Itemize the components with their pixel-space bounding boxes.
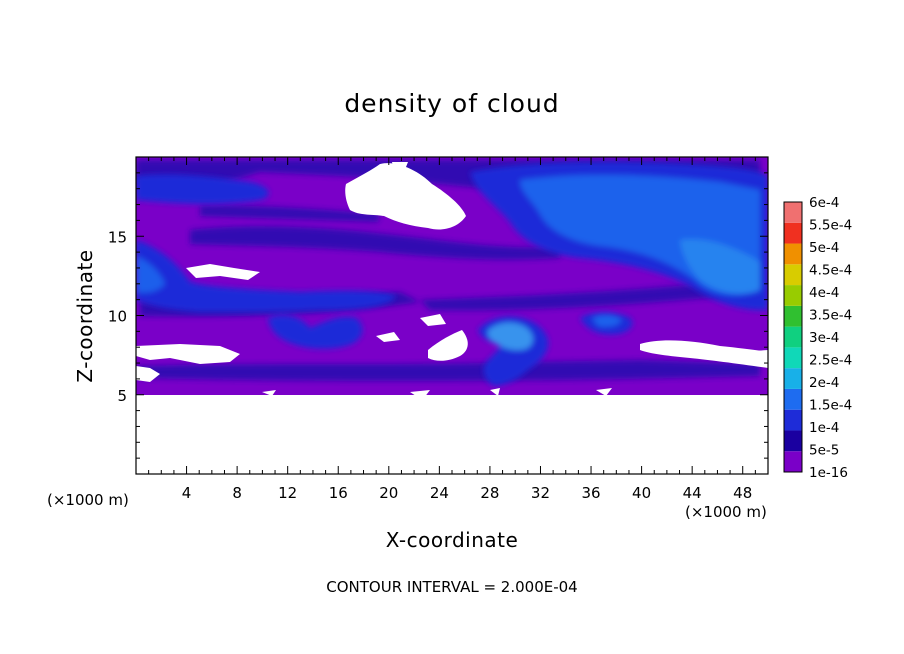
- colorbar-labels: 1e-16 5e-5 1e-4 1.5e-4 2e-4 2.5e-4 3e-4 3.5e-4 4…: [809, 195, 852, 481]
- x-tick-label: 40: [632, 484, 651, 502]
- colorbar-swatch: [784, 409, 802, 431]
- chart-title: density of cloud: [344, 89, 559, 118]
- colorbar-swatch: [784, 430, 802, 452]
- colorbar-label: 4.5e-4: [809, 263, 852, 279]
- colorbar-swatch: [784, 305, 802, 327]
- colorbar-label: 2.5e-4: [809, 353, 852, 369]
- blue-cloud-masses: [136, 162, 768, 386]
- colorbar-swatch: [784, 202, 802, 223]
- x-tick-label: 16: [329, 484, 348, 502]
- colorbar-label: 5e-4: [809, 240, 839, 256]
- y-axis-label: Z-coordinate: [73, 249, 97, 382]
- colorbar-label: 1e-16: [809, 465, 848, 481]
- colorbar-frame: [783, 201, 803, 473]
- colorbar-swatch: [784, 451, 802, 472]
- colorbar-label: 3.5e-4: [809, 308, 852, 324]
- colorbar-swatch: [784, 243, 802, 265]
- plot-area: [136, 157, 768, 474]
- y-tick-labels: 5 10 15: [108, 228, 127, 405]
- x-tick-label: 12: [278, 484, 297, 502]
- y-tick-marks: [136, 172, 768, 459]
- x-unit-label: (×1000 m): [685, 503, 767, 521]
- x-tick-label: 28: [480, 484, 499, 502]
- colorbar-label: 6e-4: [809, 195, 839, 211]
- y-tick-label: 5: [117, 387, 127, 405]
- y-tick-label: 15: [108, 228, 127, 246]
- y-unit-label: (×1000 m): [47, 491, 129, 509]
- x-tick-label: 4: [182, 484, 192, 502]
- x-tick-label: 32: [531, 484, 550, 502]
- colorbar-swatch: [784, 326, 802, 348]
- colorbar-label: 1e-4: [809, 420, 839, 436]
- x-tick-label: 44: [683, 484, 702, 502]
- colorbar-swatch: [784, 388, 802, 410]
- x-tick-label: 48: [733, 484, 752, 502]
- colorbar-label: 2e-4: [809, 375, 839, 391]
- colorbar-label: 3e-4: [809, 330, 839, 346]
- colorbar-swatch: [784, 347, 802, 369]
- x-tick-marks: [148, 157, 756, 474]
- colorbar-swatch: [784, 222, 802, 244]
- x-tick-label: 36: [581, 484, 600, 502]
- colorbar-label: 5.5e-4: [809, 218, 852, 234]
- colorbar-label: 1.5e-4: [809, 398, 852, 414]
- y-tick-label: 10: [108, 308, 127, 326]
- x-tick-labels: 4 8 12 16 20 24 28 32 36 40 44 48: [182, 484, 752, 502]
- x-axis-label: X-coordinate: [386, 528, 519, 552]
- colorbar-swatch: [784, 285, 802, 306]
- empty-regions: [136, 162, 768, 398]
- x-tick-label: 8: [232, 484, 242, 502]
- contour-interval-note: CONTOUR INTERVAL = 2.000E-04: [326, 578, 577, 596]
- colorbar: [783, 201, 803, 473]
- colorbar-label: 5e-5: [809, 443, 839, 459]
- x-tick-label: 20: [379, 484, 398, 502]
- x-tick-label: 24: [430, 484, 449, 502]
- colorbar-label: 4e-4: [809, 285, 839, 301]
- colorbar-swatch: [784, 264, 802, 286]
- colorbar-swatch: [784, 368, 802, 389]
